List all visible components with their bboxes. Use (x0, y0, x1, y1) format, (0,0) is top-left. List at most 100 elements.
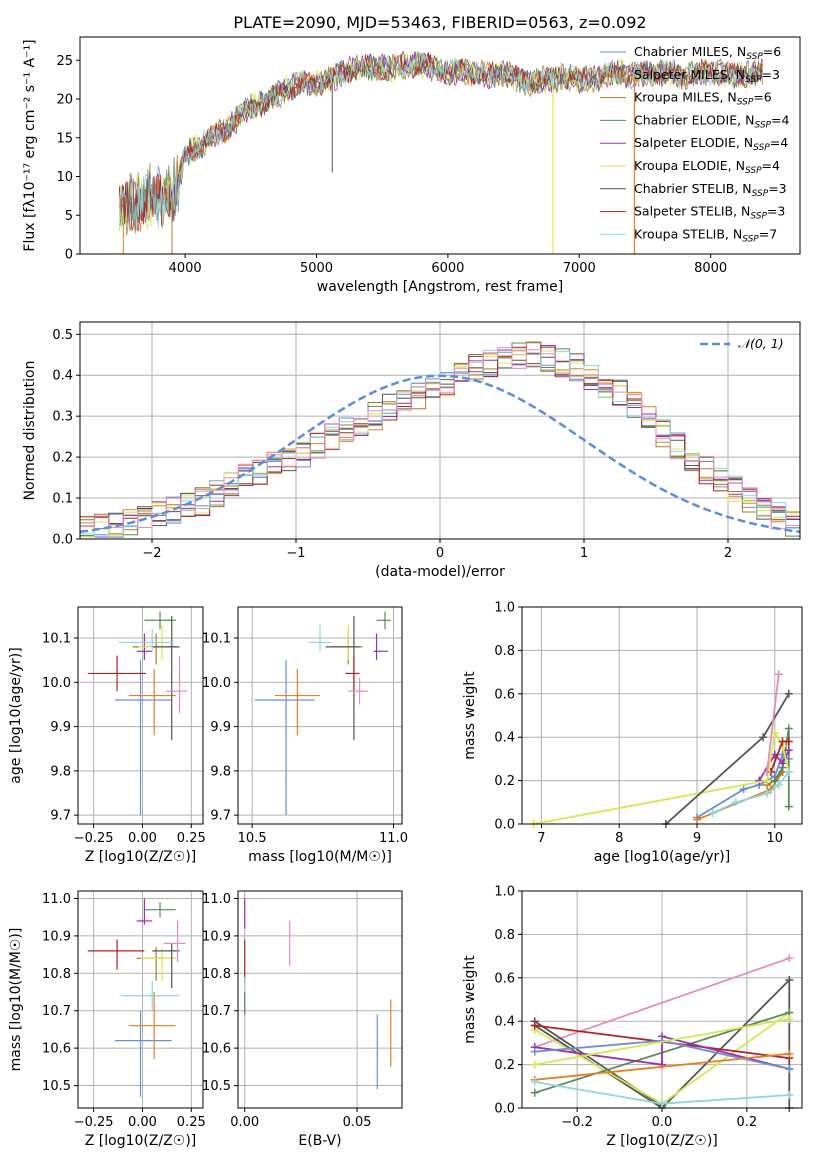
y-tick-label: 11.0 (42, 892, 71, 907)
errorbar-axes-5 (74, 891, 203, 1112)
axes-frame (79, 36, 801, 255)
axes-frame (521, 606, 803, 825)
y-tick-label: 0.4 (494, 1015, 515, 1030)
x-axis-label: (data-model)/error (375, 564, 505, 580)
y-tick-label: 9.9 (210, 720, 231, 735)
data-point-marker (784, 802, 793, 811)
y-tick-label: 10.7 (42, 1004, 71, 1019)
y-tick-label: 10.6 (202, 1042, 231, 1057)
legend-entry: Kroupa MILES, NSSP=6 (634, 90, 772, 108)
data-point-marker (784, 746, 793, 755)
data-point-marker (658, 1099, 666, 1108)
x-tick-label: 6000 (431, 261, 464, 276)
massweight-axes-7 (518, 890, 802, 1112)
x-tick-label: 8000 (694, 261, 727, 276)
y-tick-label: 11.0 (202, 892, 231, 907)
legend-entry: Salpeter STELIB, NSSP=3 (634, 204, 785, 222)
data-point-marker (759, 733, 768, 742)
y-tick-label: 5 (65, 209, 73, 224)
x-tick-label: 0.0 (652, 1115, 673, 1130)
x-tick-label: 5000 (300, 261, 333, 276)
x-tick-label: 2 (724, 546, 732, 561)
axes-frame (79, 321, 801, 540)
data-point-marker (785, 1049, 794, 1058)
errorbar-axes-3 (234, 607, 402, 828)
series-line (534, 1035, 790, 1070)
legend-entry: Kroupa ELODIE, NSSP=4 (634, 158, 780, 176)
series-line (534, 957, 790, 1049)
x-tick-label: 10.5 (238, 831, 267, 846)
y-tick-label: 10.5 (42, 1079, 71, 1094)
x-tick-label: 0.25 (177, 1115, 206, 1130)
data-point-marker (530, 1077, 539, 1086)
x-tick-label: 0.25 (177, 831, 206, 846)
x-tick-label: 0.00 (230, 1115, 259, 1130)
data-point-marker (785, 975, 794, 984)
y-tick-label: 9.7 (210, 809, 231, 824)
y-tick-label: 0.8 (494, 644, 515, 659)
legend-entry: Chabrier STELIB, NSSP=3 (634, 181, 787, 199)
y-tick-label: 0.0 (494, 1102, 515, 1117)
data-point-marker (784, 767, 793, 776)
data-point-marker (731, 798, 740, 807)
y-tick-label: 10.1 (42, 632, 71, 647)
y-tick-label: 20 (56, 93, 73, 108)
y-tick-label: 10 (56, 170, 73, 185)
data-point-marker (530, 1088, 539, 1097)
y-tick-label: 1.0 (494, 885, 515, 900)
data-point-marker (785, 1064, 794, 1073)
y-axis-label: mass weight (462, 955, 478, 1044)
normal-curve (80, 374, 800, 534)
y-tick-label: 25 (56, 54, 73, 69)
y-tick-label: 0.3 (52, 410, 73, 425)
axes-frame (521, 890, 803, 1109)
y-tick-label: 10.9 (42, 929, 71, 944)
errorbar-axes-2 (74, 607, 203, 828)
y-axis-label: Normed distribution (22, 361, 38, 501)
x-tick-label: 0.00 (128, 1115, 157, 1130)
x-tick-label: −2 (142, 546, 161, 561)
y-tick-label: 10.7 (202, 1004, 231, 1019)
x-axis-label: Z [log10(Z/Z☉)] (85, 849, 197, 865)
spectrum-line-salpeter_miles (119, 53, 764, 232)
series-line (534, 1018, 790, 1066)
data-point-marker (785, 954, 794, 963)
x-tick-label: 7000 (563, 261, 596, 276)
y-tick-label: 9.7 (50, 809, 71, 824)
spectrum-axes (76, 59, 712, 258)
y-tick-label: 0.6 (494, 971, 515, 986)
x-axis-label: Z [log10(Z/Z☉)] (606, 1133, 718, 1149)
axes-frame (77, 606, 204, 825)
data-point-marker (785, 1015, 794, 1024)
y-axis-label: Flux [fλ10⁻¹⁷ erg cm⁻² s⁻¹ A⁻¹] (22, 39, 38, 251)
histogram-pink (80, 347, 800, 539)
x-tick-label: 1 (580, 546, 588, 561)
x-tick-label: 0.2 (737, 1115, 758, 1130)
x-tick-label: 0 (436, 546, 444, 561)
x-tick-label: 7 (537, 831, 545, 846)
y-tick-label: 0.0 (52, 533, 73, 548)
y-tick-label: 10.5 (202, 1079, 231, 1094)
data-point-marker (785, 1090, 794, 1099)
x-tick-label: 0.05 (343, 1115, 372, 1130)
x-tick-label: −0.2 (561, 1115, 593, 1130)
data-point-marker (530, 1021, 539, 1030)
y-tick-label: 0.2 (494, 1058, 515, 1073)
y-tick-label: 10.9 (202, 929, 231, 944)
y-tick-label: 9.8 (210, 764, 231, 779)
x-axis-label: E(B-V) (298, 1133, 341, 1149)
x-tick-label: 11.0 (379, 831, 408, 846)
y-axis-label: age [log10(age/yr)] (8, 647, 24, 783)
axes-frame (77, 890, 204, 1109)
data-point-marker (770, 776, 779, 785)
legend-entry: 𝒩(0, 1) (738, 336, 784, 351)
y-tick-label: 10.0 (42, 676, 71, 691)
y-tick-label: 10.8 (202, 967, 231, 982)
y-tick-label: 0.6 (494, 687, 515, 702)
data-point-marker (708, 809, 717, 818)
legend-entry: Salpeter MILES, NSSP=3 (634, 67, 780, 85)
y-tick-label: 10.6 (42, 1042, 71, 1057)
legend-entry: Chabrier MILES, NSSP=6 (634, 44, 781, 62)
x-tick-label: −0.25 (74, 831, 114, 846)
